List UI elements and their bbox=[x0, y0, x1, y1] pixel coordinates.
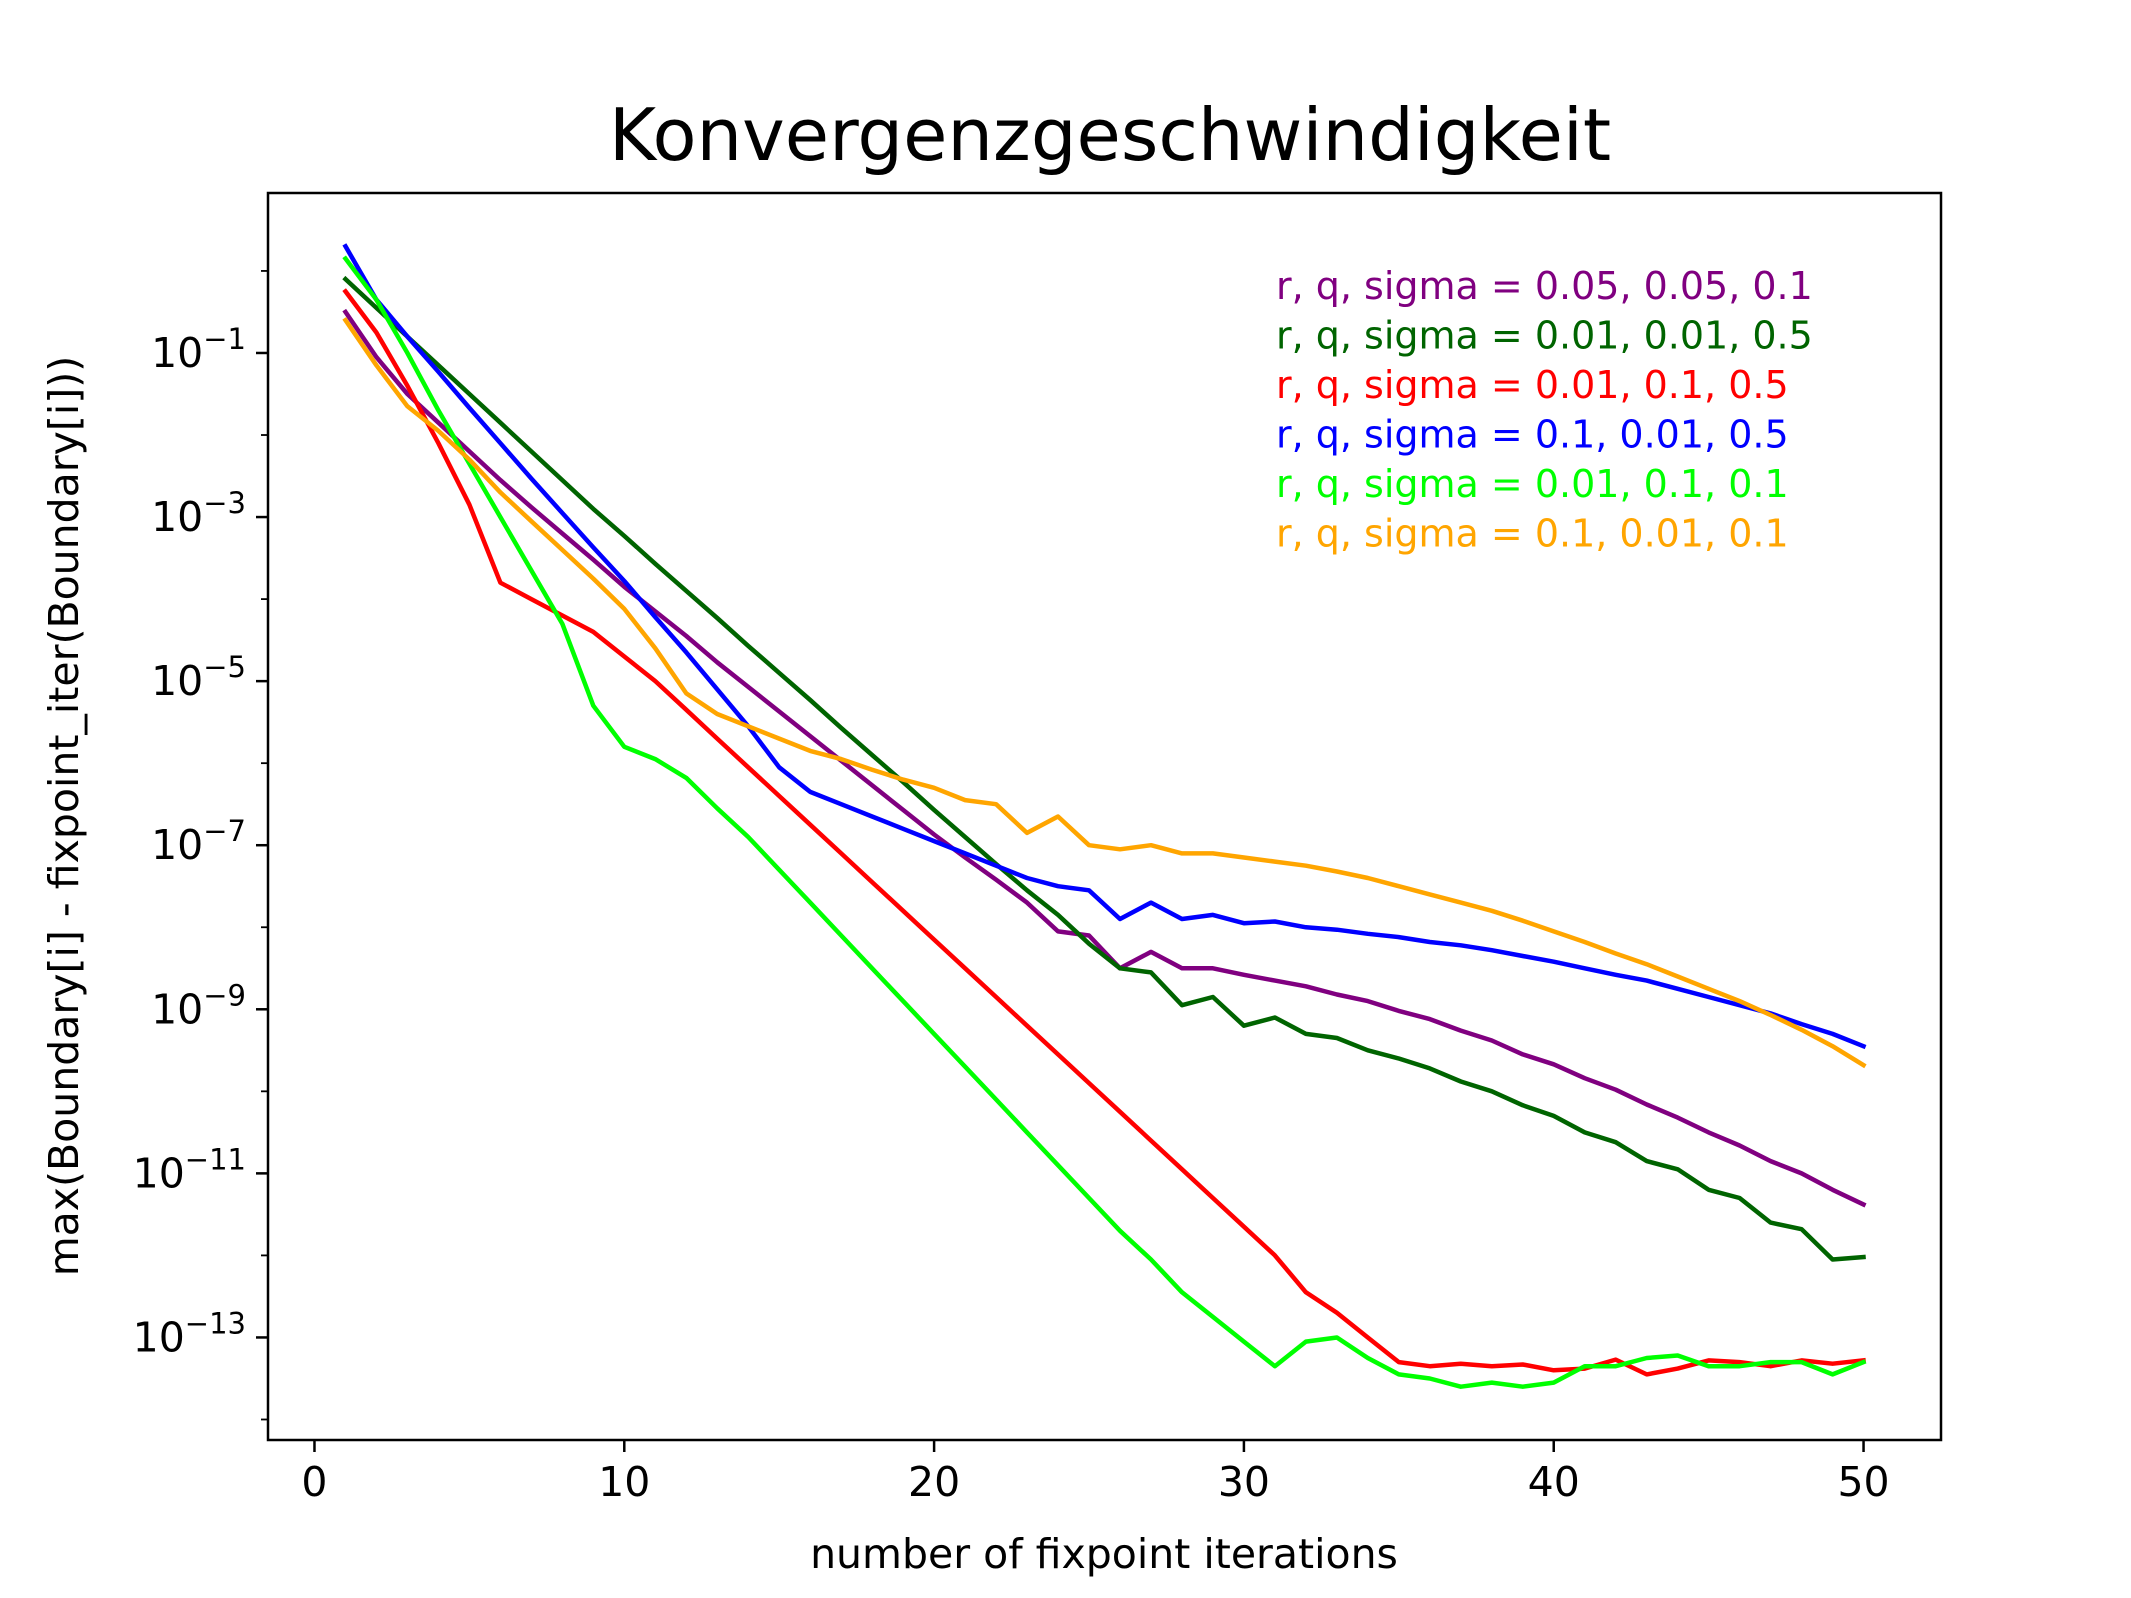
y-tick-label: 10−5 bbox=[151, 650, 246, 705]
series-line-2 bbox=[342, 275, 1866, 1262]
y-axis-ticks: 10−1 10−3 10−5 10−7 10−9 10−11 10−13 bbox=[133, 270, 268, 1421]
y-tick-label: 10−11 bbox=[133, 1142, 246, 1197]
y-tick-label: 10−13 bbox=[133, 1306, 246, 1361]
x-tick-label: 20 bbox=[908, 1458, 960, 1506]
chart-title: Konvergenzgeschwindigkeit bbox=[609, 93, 1611, 177]
legend: r, q, sigma = 0.05, 0.05, 0.1 r, q, sigma… bbox=[1276, 264, 1813, 556]
y-tick-label: 10−1 bbox=[151, 322, 246, 377]
series-line-5 bbox=[342, 255, 1867, 1389]
series-layer bbox=[342, 243, 1867, 1389]
y-tick-label: 10−7 bbox=[151, 814, 246, 869]
series-line-1 bbox=[342, 308, 1867, 1208]
y-tick-label: 10−9 bbox=[151, 978, 246, 1033]
legend-entry-3: r, q, sigma = 0.01, 0.1, 0.5 bbox=[1276, 363, 1789, 407]
legend-entry-1: r, q, sigma = 0.05, 0.05, 0.1 bbox=[1276, 264, 1813, 308]
x-axis-ticks: 0 10 20 30 40 50 bbox=[301, 1440, 1890, 1506]
legend-entry-6: r, q, sigma = 0.1, 0.01, 0.1 bbox=[1276, 512, 1789, 556]
x-tick-label: 50 bbox=[1837, 1458, 1889, 1506]
series-line-6 bbox=[342, 317, 1867, 1069]
plot-frame bbox=[266, 191, 1943, 1442]
legend-entry-4: r, q, sigma = 0.1, 0.01, 0.5 bbox=[1276, 413, 1789, 457]
y-axis-label: max(Boundary[i] - fixpoint_iter(Boundary… bbox=[40, 356, 88, 1277]
legend-entry-2: r, q, sigma = 0.01, 0.01, 0.5 bbox=[1276, 314, 1813, 358]
y-tick-label: 10−3 bbox=[151, 486, 246, 541]
x-tick-label: 30 bbox=[1218, 1458, 1270, 1506]
series-line-4 bbox=[342, 243, 1867, 1050]
x-tick-label: 40 bbox=[1528, 1458, 1580, 1506]
x-axis-label: number of fixpoint iterations bbox=[810, 1530, 1398, 1578]
x-tick-label: 0 bbox=[301, 1458, 327, 1506]
legend-entry-5: r, q, sigma = 0.01, 0.1, 0.1 bbox=[1276, 462, 1789, 506]
x-tick-label: 10 bbox=[598, 1458, 650, 1506]
series-line-3 bbox=[342, 288, 1866, 1377]
